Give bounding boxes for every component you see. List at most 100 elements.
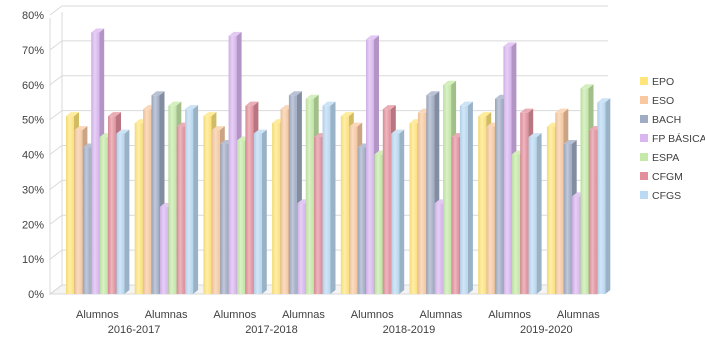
legend-swatch (640, 134, 648, 142)
bar-side (193, 105, 199, 294)
bar-front (322, 105, 331, 294)
legend-item: BACH (640, 114, 681, 126)
bar-top (597, 98, 611, 103)
bar-front (478, 116, 487, 294)
bar-top (211, 126, 225, 131)
gridline-depth (49, 249, 63, 260)
bar-front (237, 140, 245, 294)
bar-top (116, 129, 130, 134)
group-label: 2018-2019 (383, 324, 436, 336)
bar (459, 101, 473, 294)
bar-side (330, 101, 336, 294)
bar-front (563, 144, 572, 294)
legend-item: FP BÁSICA (640, 132, 705, 145)
legend-swatch (640, 172, 648, 180)
bar-side (605, 98, 611, 294)
bar (322, 101, 336, 294)
legend-label: FP BÁSICA (652, 132, 705, 145)
y-tick-label: 10% (22, 254, 44, 266)
bar-front (459, 105, 468, 294)
legend-swatch (640, 115, 648, 123)
bar-top (426, 91, 440, 96)
bar-front (417, 112, 426, 295)
legend-label: EPO (652, 76, 674, 88)
gridline-depth (49, 110, 63, 121)
legend-item: CFGM (640, 171, 683, 183)
bar-side (124, 129, 130, 294)
group-label: 2017-2018 (245, 324, 298, 336)
bar-front (211, 130, 220, 294)
bar (597, 98, 611, 294)
legend-item: ESO (640, 95, 674, 107)
bar-front (434, 203, 443, 294)
bar (116, 129, 130, 294)
bar-top (459, 101, 473, 106)
bar-side (261, 129, 267, 294)
bar-front (528, 137, 537, 294)
gridline-depth (49, 75, 63, 86)
group-label: 2019-2020 (520, 324, 573, 336)
bar-front (511, 154, 520, 294)
bar-front (546, 126, 555, 294)
bar (528, 133, 542, 294)
bar-top (305, 94, 319, 99)
bar-front (228, 35, 237, 295)
gridline-depth (49, 145, 63, 155)
bar-front (220, 144, 229, 294)
bar-front (374, 154, 383, 294)
bar-top (340, 112, 354, 117)
category-label: Alumnos (76, 309, 119, 321)
bars (66, 28, 611, 295)
bar-top (91, 28, 105, 33)
bar (253, 129, 267, 294)
bar-front (555, 112, 564, 295)
category-label: Alumnas (557, 309, 600, 321)
bar-front (253, 133, 262, 294)
bar-top (151, 91, 165, 96)
bar-side (536, 133, 542, 294)
bar-front (176, 126, 185, 294)
bar-front (382, 109, 391, 294)
bar-front (572, 196, 581, 294)
legend-item: ESPA (640, 152, 679, 164)
legend-label: CFGS (652, 190, 681, 202)
category-labels: Alumnos Alumnas Alumnos Alumnas Alumnos Alumn… (76, 309, 600, 321)
bar-top (288, 91, 302, 96)
bar-front (597, 102, 606, 294)
bar-front (340, 116, 349, 294)
legend-swatch (640, 96, 648, 104)
legend-item: CFGS (640, 190, 681, 202)
bar-top (478, 112, 492, 117)
bar-front (426, 95, 435, 295)
gridline-depth (49, 284, 63, 295)
bar-front (288, 95, 297, 295)
bar-front (495, 98, 503, 294)
bar-top (503, 42, 517, 47)
bar-front (272, 123, 281, 294)
bar-front (91, 32, 100, 294)
legend-swatch (640, 153, 648, 161)
category-label: Alumnas (145, 309, 188, 321)
bar (391, 129, 405, 294)
category-label: Alumnas (420, 309, 463, 321)
bar-side (399, 129, 405, 294)
bar-front (159, 206, 168, 294)
bar-top (528, 133, 542, 138)
bar-front (349, 126, 358, 294)
bar-top (108, 112, 121, 117)
bar-front (409, 123, 418, 294)
bar-top (185, 105, 199, 110)
bar-top (555, 108, 569, 113)
y-tick-label: 40% (22, 150, 44, 162)
bar-top (520, 108, 534, 113)
legend-label: ESPA (652, 152, 679, 164)
bar-top (168, 101, 182, 106)
y-tick-label: 0% (28, 289, 44, 301)
y-tick-label: 80% (22, 10, 44, 22)
bar-front (366, 39, 374, 294)
bar-top (391, 129, 405, 134)
bar-top (322, 101, 336, 106)
bar-front (443, 84, 452, 294)
legend-label: BACH (652, 114, 681, 126)
bar-front (108, 116, 116, 294)
